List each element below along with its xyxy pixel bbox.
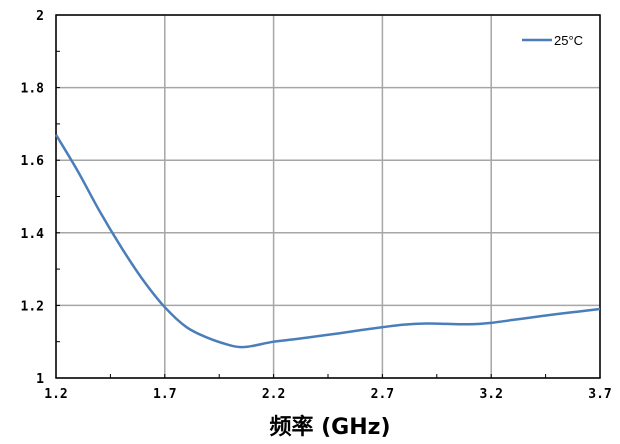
x-tick-label: 2.7 [371,387,394,402]
grid-lines [55,14,601,379]
x-tick-label: 1.2 [44,387,67,402]
x-tick-label: 3.7 [588,387,611,402]
series-lines [54,134,601,349]
x-tick-label: 1.7 [153,387,176,402]
y-tick-label: 1 [36,372,44,387]
x-tick-label: 3.2 [479,387,502,402]
tick-labels: 1.2 1.7 2.2 2.7 3.2 3.711.21.41.61.82 [21,9,612,402]
y-tick-label: 1.8 [21,82,45,97]
legend-label: 25°C [554,33,583,48]
y-tick-label: 1.4 [21,227,45,242]
y-tick-label: 2 [36,9,44,24]
x-tick-label: 2.2 [262,387,285,402]
legend: 25°C [522,33,583,48]
y-tick-label: 1.2 [21,299,44,314]
series-line [54,134,601,349]
x-axis-title: 频率 (GHz) [269,414,390,440]
y-tick-label: 1.6 [21,154,45,169]
